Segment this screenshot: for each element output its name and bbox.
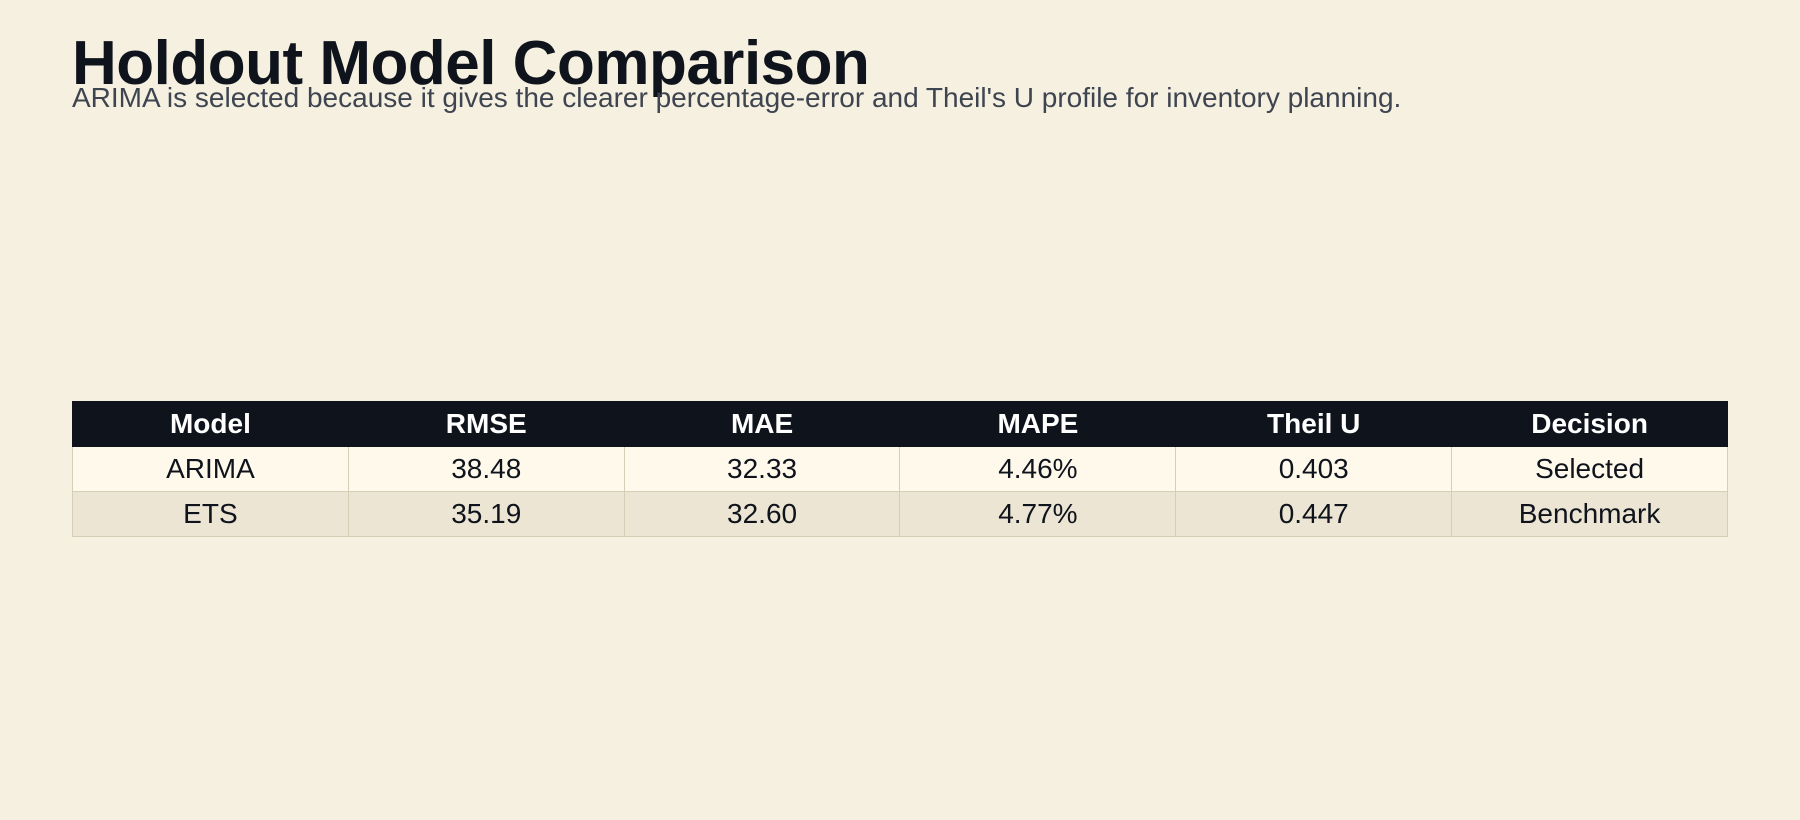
table-header-row: Model RMSE MAE MAPE Theil U Decision — [72, 401, 1728, 447]
cell-mae: 32.60 — [623, 491, 901, 537]
cell-decision: Benchmark — [1451, 491, 1728, 537]
table-row: ETS 35.19 32.60 4.77% 0.447 Benchmark — [72, 491, 1728, 537]
page-subtitle: ARIMA is selected because it gives the c… — [72, 82, 1402, 113]
cell-rmse: 38.48 — [347, 446, 625, 492]
cell-mape: 4.46% — [899, 446, 1177, 492]
cell-mape: 4.77% — [899, 491, 1177, 537]
page-title: Holdout Model Comparison — [72, 29, 870, 98]
column-header-model: Model — [72, 401, 349, 447]
column-header-decision: Decision — [1451, 401, 1728, 447]
cell-theil-u: 0.403 — [1175, 446, 1453, 492]
cell-mae: 32.33 — [623, 446, 901, 492]
column-header-mae: MAE — [623, 401, 901, 447]
cell-rmse: 35.19 — [347, 491, 625, 537]
cell-model: ARIMA — [72, 446, 349, 492]
cell-model: ETS — [72, 491, 349, 537]
cell-decision: Selected — [1451, 446, 1728, 492]
column-header-mape: MAPE — [899, 401, 1177, 447]
column-header-rmse: RMSE — [347, 401, 625, 447]
column-header-theil-u: Theil U — [1175, 401, 1453, 447]
comparison-table: Model RMSE MAE MAPE Theil U Decision ARI… — [72, 401, 1728, 537]
table-row: ARIMA 38.48 32.33 4.46% 0.403 Selected — [72, 446, 1728, 492]
cell-theil-u: 0.447 — [1175, 491, 1453, 537]
